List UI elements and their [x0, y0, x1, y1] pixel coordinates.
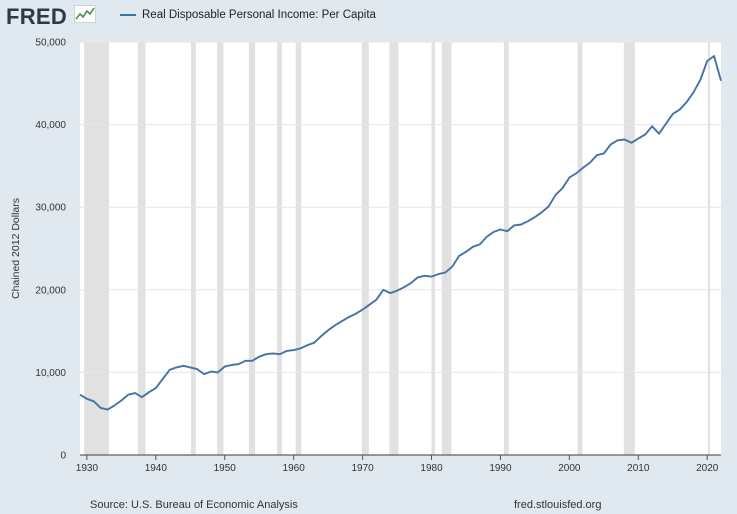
- y-tick-label: 20,000: [35, 285, 66, 296]
- x-tick-label: 1980: [420, 463, 443, 474]
- x-tick-label: 1970: [351, 463, 374, 474]
- recession-band: [361, 42, 369, 455]
- recession-band: [190, 42, 196, 455]
- y-tick-label: 0: [60, 451, 66, 462]
- recession-band: [295, 42, 302, 455]
- y-tick-label: 50,000: [35, 38, 66, 49]
- chart-legend[interactable]: Real Disposable Personal Income: Per Cap…: [120, 9, 376, 21]
- x-tick-label: 1990: [489, 463, 512, 474]
- legend-label: Real Disposable Personal Income: Per Cap…: [142, 9, 376, 21]
- recession-band: [441, 42, 452, 455]
- recession-band: [84, 42, 109, 455]
- recession-band: [503, 42, 509, 455]
- x-tick-label: 1950: [214, 463, 237, 474]
- y-tick-label: 10,000: [35, 368, 66, 379]
- x-tick-label: 2010: [627, 463, 650, 474]
- recession-band: [623, 42, 635, 455]
- y-tick-label: 30,000: [35, 203, 66, 214]
- y-tick-label: 40,000: [35, 120, 66, 131]
- source-note: Source: U.S. Bureau of Economic Analysis: [90, 499, 298, 511]
- recession-band: [707, 42, 710, 455]
- fred-logo: FRED: [6, 4, 68, 29]
- x-tick-label: 1930: [76, 463, 99, 474]
- recession-band: [217, 42, 224, 455]
- line-chart-icon: [74, 5, 96, 23]
- recession-band: [277, 42, 282, 455]
- y-axis-label: Chained 2012 Dollars: [10, 198, 22, 299]
- x-tick-label: 1940: [145, 463, 168, 474]
- recession-band: [137, 42, 146, 455]
- site-link[interactable]: fred.stlouisfed.org: [514, 499, 602, 511]
- recession-band: [577, 42, 583, 455]
- x-tick-label: 2000: [558, 463, 581, 474]
- x-tick-label: 1960: [283, 463, 306, 474]
- series-line: [79, 55, 722, 411]
- recession-band: [389, 42, 399, 455]
- x-tick-label: 2020: [696, 463, 719, 474]
- plot-area: [80, 42, 721, 455]
- legend-swatch: [120, 14, 136, 16]
- recession-band: [431, 42, 435, 455]
- recession-band: [248, 42, 256, 455]
- chart-header: FRED Real Disposable Personal Income: Pe…: [0, 0, 737, 34]
